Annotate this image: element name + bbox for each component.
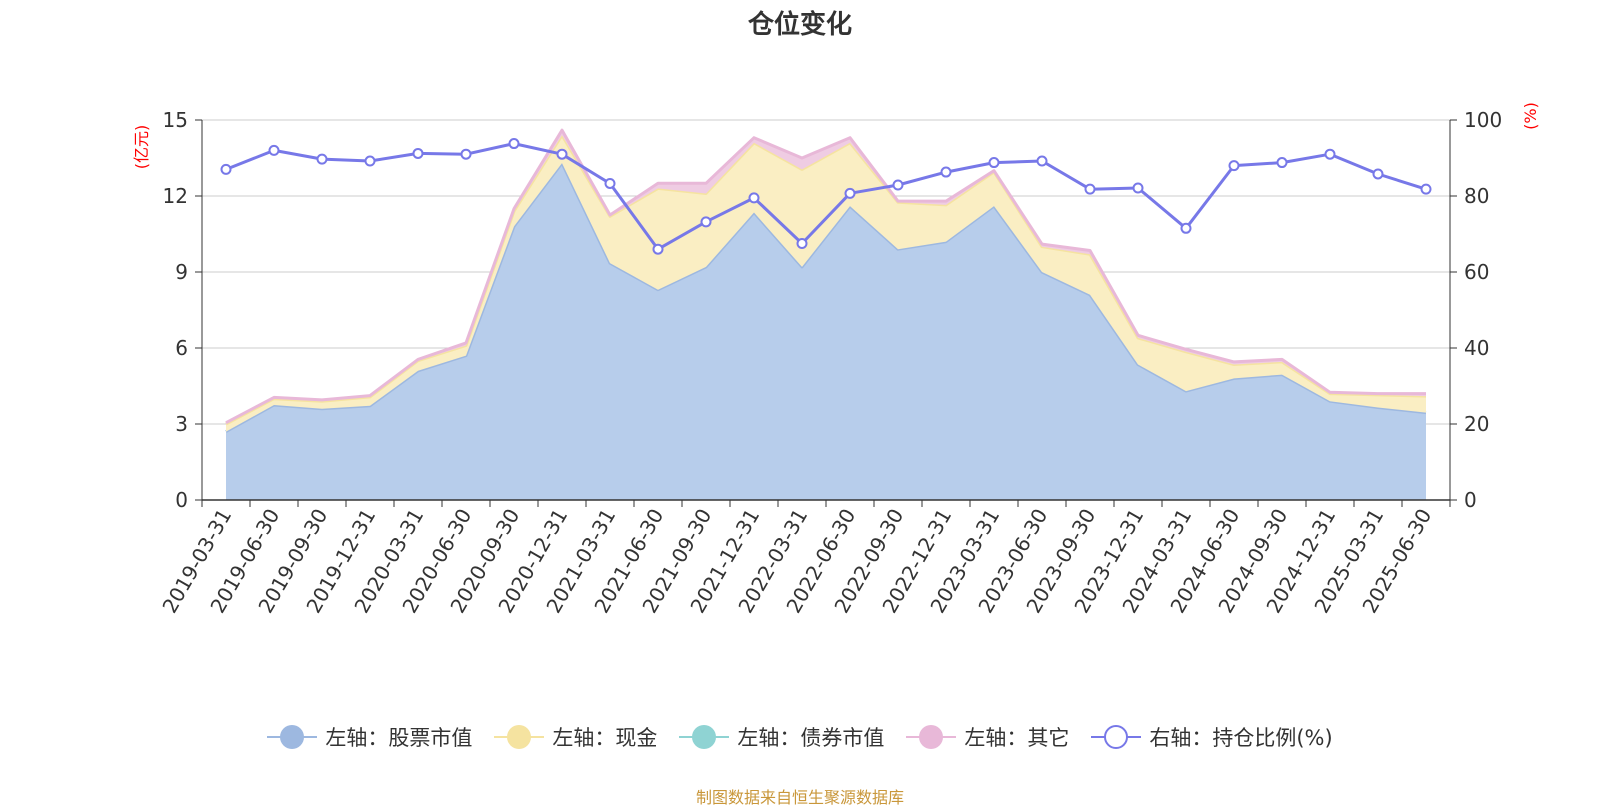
right-axis-tick-label: 40	[1464, 336, 1489, 360]
area-1	[226, 135, 1426, 432]
ratio-point	[940, 166, 952, 178]
ratio-point	[1084, 183, 1096, 195]
left-axis-tick-label: 9	[175, 260, 188, 284]
ratio-point	[508, 138, 520, 150]
ratio-point	[1036, 155, 1048, 167]
ratio-point	[652, 243, 664, 255]
left-axis-tick-label: 15	[163, 108, 188, 132]
ratio-point	[988, 157, 1000, 169]
ratio-point	[460, 148, 472, 160]
legend-item[interactable]: 左轴：债券市值	[679, 722, 884, 752]
ratio-point	[1276, 157, 1288, 169]
legend-item[interactable]: 左轴：现金	[494, 722, 657, 752]
ratio-point	[268, 144, 280, 156]
right-axis-tick-label: 20	[1464, 412, 1489, 436]
legend: 左轴：股票市值 左轴：现金 左轴：债券市值 左轴：其它 右轴：持仓比例(%)	[0, 722, 1600, 752]
ratio-point	[1228, 160, 1240, 172]
legend-item[interactable]: 左轴：其它	[906, 722, 1069, 752]
ratio-point	[316, 153, 328, 165]
legend-marker-icon	[679, 725, 730, 749]
ratio-point	[1132, 182, 1144, 194]
legend-marker-icon	[494, 725, 545, 749]
ratio-point	[1420, 183, 1432, 195]
left-axis-tick-label: 6	[175, 336, 188, 360]
legend-label: 左轴：债券市值	[737, 726, 885, 750]
ratio-line	[225, 142, 1427, 251]
legend-item[interactable]: 左轴：股票市值	[267, 722, 472, 752]
chart-title: 仓位变化	[747, 10, 852, 40]
area-edge-3	[225, 128, 1426, 425]
ratio-point	[844, 187, 856, 199]
left-axis-tick-label: 12	[163, 184, 188, 208]
ratio-point	[1372, 168, 1384, 180]
right-axis-unit: (%)	[1521, 102, 1540, 130]
legend-label: 左轴：其它	[964, 726, 1070, 750]
left-axis-tick-label: 0	[175, 488, 188, 512]
ratio-point	[1324, 148, 1336, 160]
area-series	[225, 128, 1427, 500]
ratio-point	[892, 179, 904, 191]
area-0	[226, 163, 1426, 500]
right-axis-tick-label: 100	[1464, 108, 1502, 132]
right-axis-tick-label: 80	[1464, 184, 1489, 208]
ratio-point	[1180, 222, 1192, 234]
data-source-note: 制图数据来自恒生聚源数据库	[695, 788, 904, 807]
legend-marker-icon	[267, 725, 318, 749]
ratio-point	[604, 177, 616, 189]
ratio-point	[700, 216, 712, 228]
ratio-point	[220, 163, 232, 175]
right-axis-tick-label: 0	[1464, 488, 1477, 512]
legend-item[interactable]: 右轴：持仓比例(%)	[1091, 722, 1333, 752]
left-axis-unit: (亿元)	[132, 125, 151, 170]
legend-marker-icon	[906, 725, 957, 749]
ratio-point	[748, 192, 760, 204]
legend-label: 右轴：持仓比例(%)	[1149, 726, 1333, 750]
ratio-point	[364, 155, 376, 167]
ratio-point	[556, 148, 568, 160]
legend-label: 左轴：股票市值	[325, 726, 473, 750]
ratio-point	[412, 147, 424, 159]
left-axis-tick-label: 3	[175, 412, 188, 436]
legend-label: 左轴：现金	[552, 726, 658, 750]
ratio-line-series	[220, 138, 1432, 255]
legend-marker-icon	[1091, 725, 1142, 749]
right-axis-tick-label: 60	[1464, 260, 1489, 284]
ratio-point	[796, 238, 808, 249]
